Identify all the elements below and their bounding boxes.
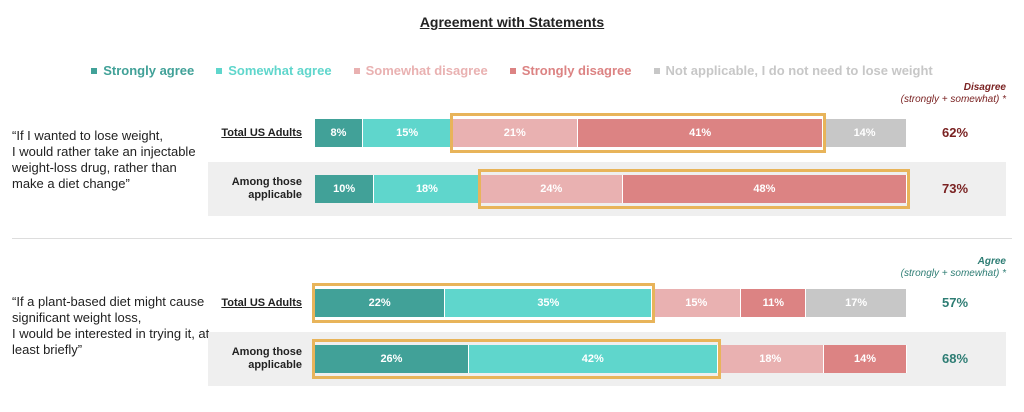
highlight-box bbox=[312, 283, 656, 323]
bar-segment-strongly-disagree: 14% bbox=[824, 345, 907, 373]
legend-swatch bbox=[653, 67, 660, 74]
legend-item-4: Strongly disagree bbox=[509, 63, 632, 78]
summary-value: 62% bbox=[941, 125, 969, 140]
statement-text: “If a plant-based diet might cause signi… bbox=[12, 294, 210, 357]
legend-label: Not applicable, I do not need to lose we… bbox=[665, 63, 933, 78]
statement-text: “If I wanted to lose weight, I would rath… bbox=[12, 128, 196, 191]
bar-segment-strongly-disagree: 41% bbox=[578, 119, 824, 147]
summary-header: Disagree (strongly + somewhat) * bbox=[901, 82, 1006, 106]
summary-subtitle: (strongly + somewhat) * bbox=[900, 94, 1006, 105]
legend-label: Strongly disagree bbox=[521, 63, 632, 78]
legend-item-1: Strongly agree bbox=[91, 63, 194, 78]
bar-segment-somewhat-disagree: 21% bbox=[452, 119, 579, 147]
summary-title: Disagree bbox=[963, 82, 1006, 93]
bar-segment-strongly-disagree: 48% bbox=[622, 175, 907, 203]
summary-title: Agree bbox=[977, 256, 1006, 267]
bar-segment-strongly-agree: 22% bbox=[315, 289, 446, 317]
highlight-box bbox=[312, 339, 721, 379]
stacked-bar: 22% 35% 15% 11% 17% bbox=[315, 289, 907, 317]
divider bbox=[12, 238, 1012, 239]
legend-label: Somewhat agree bbox=[228, 63, 332, 78]
bar-segment-somewhat-disagree: 15% bbox=[652, 289, 742, 317]
row-label: Among those applicable bbox=[231, 346, 302, 371]
bar-segment-strongly-disagree: 11% bbox=[741, 289, 807, 317]
legend: Strongly agree Somewhat agree Somewhat dis… bbox=[0, 63, 1024, 78]
legend-swatch bbox=[509, 67, 516, 74]
highlight-box bbox=[449, 113, 827, 153]
summary-header: Agree (strongly + somewhat) * bbox=[901, 256, 1006, 280]
legend-swatch bbox=[353, 67, 360, 74]
bar-segment-somewhat-agree: 18% bbox=[374, 175, 481, 203]
bar-segment-strongly-agree: 8% bbox=[315, 119, 363, 147]
bar-segment-somewhat-agree: 35% bbox=[445, 289, 653, 317]
legend-label: Strongly agree bbox=[103, 63, 195, 78]
legend-label: Somewhat disagree bbox=[365, 63, 488, 78]
legend-item-5: Not applicable, I do not need to lose we… bbox=[653, 63, 933, 78]
bar-segment-not-applicable-i-do-not-need-to-lose-weight: 14% bbox=[823, 119, 907, 147]
bar-segment-not-applicable-i-do-not-need-to-lose-weight: 17% bbox=[806, 289, 907, 317]
legend-swatch bbox=[91, 67, 98, 74]
highlight-box bbox=[477, 169, 910, 209]
bar-segment-strongly-agree: 10% bbox=[315, 175, 375, 203]
bar-segment-somewhat-agree: 15% bbox=[362, 119, 453, 147]
stacked-bar: 10% 18% 24% 48% bbox=[315, 175, 907, 203]
summary-value: 73% bbox=[941, 181, 969, 196]
chart-title: Agreement with Statements bbox=[419, 14, 605, 30]
legend-item-2: Somewhat agree bbox=[216, 63, 332, 78]
legend-item-3: Somewhat disagree bbox=[353, 63, 488, 78]
row-label: Total US Adults bbox=[221, 126, 302, 139]
legend-swatch bbox=[216, 67, 223, 74]
bar-segment-somewhat-disagree: 24% bbox=[480, 175, 623, 203]
summary-value: 68% bbox=[941, 351, 969, 366]
summary-subtitle: (strongly + somewhat) * bbox=[900, 268, 1006, 279]
stacked-bar: 26% 42% 18% 14% bbox=[315, 345, 907, 373]
summary-value: 57% bbox=[941, 295, 969, 310]
bar-segment-somewhat-agree: 42% bbox=[468, 345, 718, 373]
row-label: Among those applicable bbox=[231, 176, 302, 201]
stacked-bar: 8% 15% 21% 41% 14% bbox=[315, 119, 907, 147]
bar-segment-strongly-agree: 26% bbox=[315, 345, 469, 373]
bar-segment-somewhat-disagree: 18% bbox=[717, 345, 825, 373]
row-label: Total US Adults bbox=[221, 296, 302, 309]
